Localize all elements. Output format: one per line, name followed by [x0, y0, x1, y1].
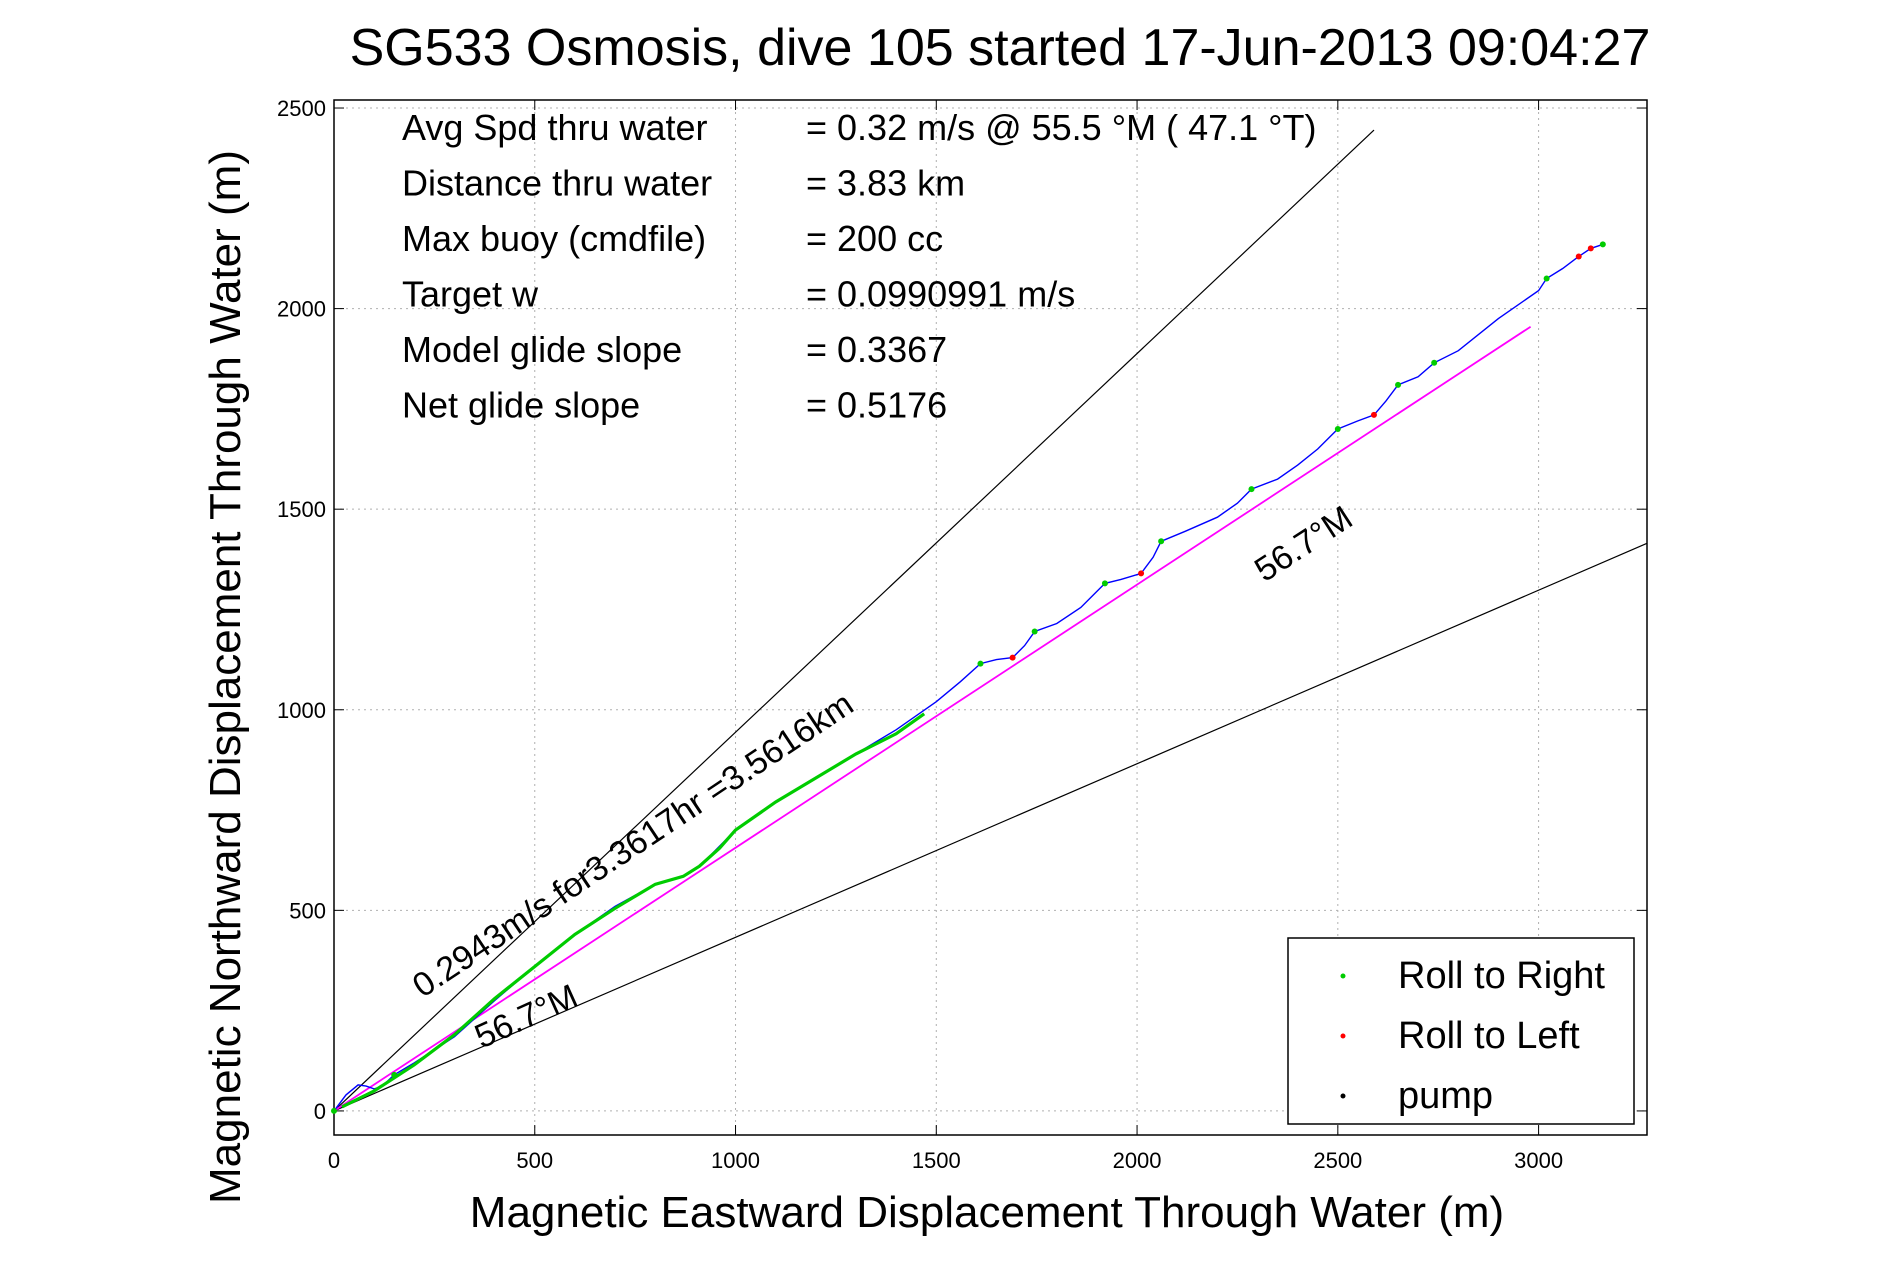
x-tick-label: 2500 [1313, 1148, 1362, 1173]
stat-value: = 0.32 m/s @ 55.5 °M ( 47.1 °T) [806, 107, 1317, 148]
roll-left-point [1138, 570, 1145, 577]
legend-marker [1340, 973, 1346, 979]
x-axis-label: Magnetic Eastward Displacement Through W… [470, 1188, 1504, 1237]
stat-value: = 200 cc [806, 218, 943, 259]
roll-left-point [1370, 411, 1377, 418]
legend: Roll to Right Roll to Left pump [1287, 937, 1635, 1125]
heading-annotation-upper: 56.7°M [1248, 499, 1359, 590]
legend-box [1287, 937, 1635, 1125]
stat-label: Net glide slope [402, 385, 640, 426]
roll-left-point [1575, 253, 1582, 260]
green-segment-line [341, 712, 926, 1109]
roll-right-point [1248, 486, 1255, 493]
y-tick-label: 1500 [277, 497, 326, 522]
x-tick-label: 500 [516, 1148, 553, 1173]
stat-value: = 0.5176 [806, 385, 947, 426]
y-tick-label: 0 [314, 1099, 326, 1124]
guide-lines [333, 129, 1648, 1112]
series [333, 243, 1604, 1112]
stat-label: Target w [402, 274, 539, 315]
stat-label: Max buoy (cmdfile) [402, 218, 706, 259]
stat-label: Model glide slope [402, 329, 682, 370]
x-tick-label: 2000 [1113, 1148, 1162, 1173]
stat-value: = 0.3367 [806, 329, 947, 370]
legend-label: Roll to Right [1398, 955, 1605, 997]
legend-marker [1340, 1093, 1346, 1099]
stat-value: = 3.83 km [806, 163, 965, 204]
y-tick-label: 2000 [277, 297, 326, 322]
roll-right-point [1101, 580, 1108, 587]
roll-right-point [977, 660, 984, 667]
stats-block: Avg Spd thru water = 0.32 m/s @ 55.5 °M (… [402, 107, 1317, 426]
roll-left-point [1587, 245, 1594, 252]
roll-right-point [391, 1071, 398, 1078]
x-tick-label: 3000 [1514, 1148, 1563, 1173]
ticks: 0 500 1000 1500 2000 2500 3000 0 500 1000 1500 2000… [277, 96, 1647, 1173]
upper-bound-line [333, 129, 1375, 1112]
stat-label: Distance thru water [402, 163, 712, 204]
roll-right-point [1395, 381, 1402, 388]
x-tick-label: 1000 [711, 1148, 760, 1173]
roll-right-point [1543, 275, 1550, 282]
roll-right-point [1334, 425, 1341, 432]
legend-label: pump [1398, 1075, 1493, 1117]
roll-right-point [1599, 241, 1606, 248]
stat-label: Avg Spd thru water [402, 107, 708, 148]
net-heading-line [333, 325, 1532, 1112]
x-tick-label: 0 [328, 1148, 340, 1173]
lower-bound-line [333, 542, 1648, 1112]
roll-right-point [331, 1107, 337, 1114]
roll-right-point [1158, 538, 1165, 545]
plot-frame [333, 99, 1648, 1136]
chart-title: SG533 Osmosis, dive 105 started 17-Jun-2… [350, 19, 1651, 77]
stat-value: = 0.0990991 m/s [806, 274, 1075, 315]
y-tick-label: 500 [289, 898, 326, 923]
y-tick-label: 2500 [277, 96, 326, 121]
x-tick-label: 1500 [912, 1148, 961, 1173]
roll-left-point [1009, 654, 1016, 661]
legend-label: Roll to Left [1398, 1015, 1580, 1057]
roll-right-point [1431, 359, 1438, 366]
roll-right-point [1031, 628, 1038, 635]
legend-marker [1340, 1033, 1346, 1039]
y-tick-label: 1000 [277, 698, 326, 723]
speed-annotation: 0.2943m/s for3.3617hr =3.5616km [406, 685, 860, 1005]
roll-markers [331, 241, 1606, 1114]
y-axis-label: Magnetic Northward Displacement Through … [201, 150, 250, 1204]
heading-annotation-lower: 56.7°M [469, 977, 583, 1056]
